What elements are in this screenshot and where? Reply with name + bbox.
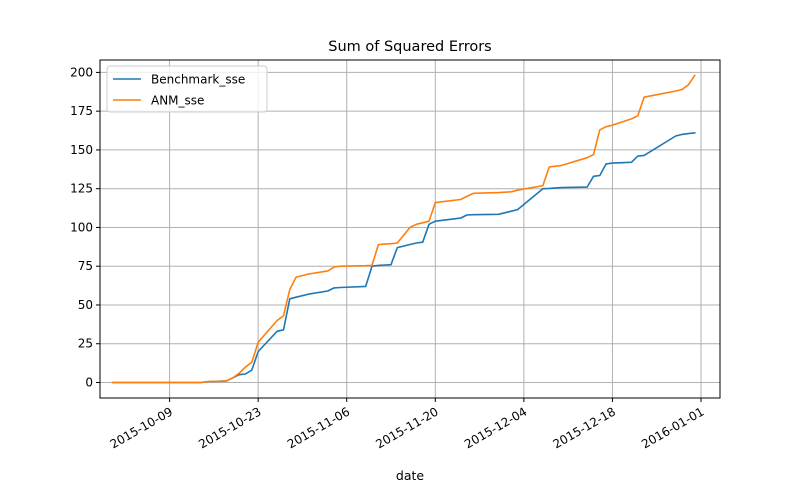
y-tick-label: 100 [70,220,93,234]
y-tick-label: 175 [70,104,93,118]
y-tick-label: 75 [78,259,93,273]
y-tick-label: 125 [70,182,93,196]
y-axis-ticks: 0 25 50 75 100 125 150 175 200 [70,65,100,389]
y-tick-label: 0 [85,375,93,389]
y-tick-label: 50 [78,298,93,312]
legend-label-anm-sse: ANM_sse [151,94,204,108]
series-line-benchmark-sse [111,132,696,384]
legend-label-benchmark-sse: Benchmark_sse [151,73,245,87]
series-line-anm-sse [111,74,696,384]
y-tick-label: 150 [70,143,93,157]
series-lines [111,74,696,384]
chart-title: Sum of Squared Errors [328,39,491,55]
y-tick-label: 25 [78,337,93,351]
legend-box [106,65,268,113]
x-axis-label: date [396,468,424,483]
y-tick-label: 200 [70,65,93,79]
plot-frame [99,59,721,399]
legend: Benchmark_sse ANM_sse [106,65,268,113]
